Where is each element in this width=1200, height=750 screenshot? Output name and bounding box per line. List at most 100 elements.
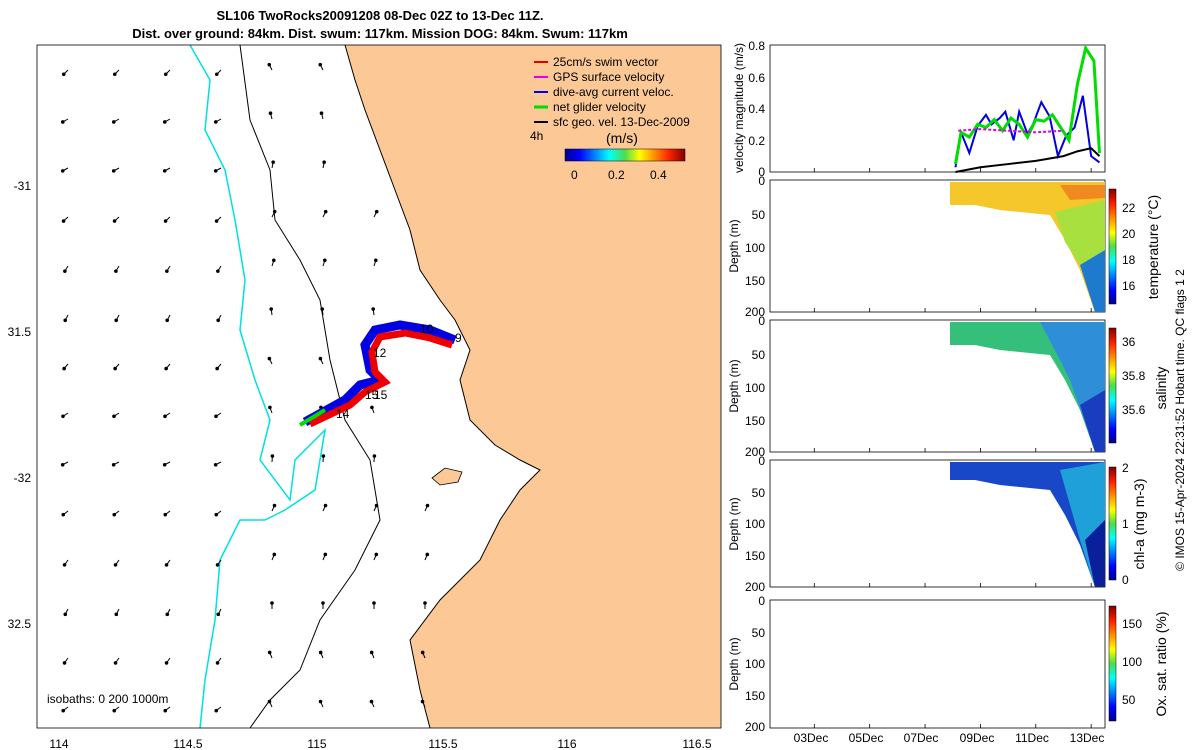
vel-y-tick: 0 [758, 165, 765, 179]
chla-cb-label: chl-a (mg m-3) [1131, 478, 1147, 569]
velocity-series-line [955, 147, 1101, 173]
date-tick: 05Dec [849, 731, 884, 745]
velocity-arrow-head [318, 650, 323, 655]
cb-tick: 18 [1122, 253, 1136, 267]
track-label: 14 [336, 407, 350, 421]
velocity-arrow-head [113, 661, 118, 665]
velocity-arrow-head [111, 120, 116, 124]
velocity-arrow-head [272, 258, 276, 263]
velocity-arrow-head [113, 366, 117, 371]
legend-net-glider: net glider velocity [553, 100, 646, 114]
cb-tick: 22 [1122, 201, 1136, 215]
cb-tick: 16 [1122, 279, 1136, 293]
velocity-arrow-head [370, 405, 374, 410]
velocity-arrow-head [268, 111, 273, 115]
map-y-tick: 32.5 [8, 617, 32, 631]
velocity-arrow-head [267, 62, 272, 67]
track-label: 12 [373, 346, 387, 360]
depth-tick: 0 [758, 174, 765, 188]
velocity-arrow-head [63, 269, 67, 273]
depth-tick: 50 [752, 348, 766, 362]
velocity-arrow-head [267, 650, 272, 655]
velocity-arrow-head [61, 72, 66, 77]
velocity-arrow-head [270, 454, 275, 458]
map-panel: 10 9 12 15 15 14 25cm/s swim vector GPS … [8, 44, 722, 750]
depth-tick: 200 [745, 580, 765, 594]
isobath-1000 [189, 45, 327, 728]
oxy-colorbar [1108, 605, 1117, 722]
velocity-arrow-head [371, 307, 376, 311]
velocity-arrow-head [61, 708, 66, 713]
velocity-arrow-head [319, 111, 324, 115]
velocity-series [954, 44, 1101, 173]
map-x-tick: 115.5 [428, 737, 457, 750]
map-coastline [344, 45, 541, 728]
cb-tick: 2 [1122, 461, 1129, 475]
sal-cb-label: salinity [1153, 367, 1169, 410]
velocity-arrow-head [112, 708, 117, 713]
legend-swim-vector: 25cm/s swim vector [553, 55, 658, 69]
velocity-arrow-head [272, 209, 277, 214]
isobaths-label: isobaths: 0 200 1000m [47, 692, 168, 706]
velocity-arrow-head [322, 160, 326, 164]
cb-tick: 35.6 [1122, 403, 1146, 417]
temp-colorbar [1108, 188, 1117, 305]
vel-y-tick: 0.2 [748, 134, 765, 148]
velocity-arrow-head [374, 209, 379, 214]
map-x-tick: 116.5 [682, 737, 711, 750]
vel-ylabel: velocity magnitude (m/s) [732, 43, 746, 173]
cb-tick: 1 [1122, 517, 1129, 531]
velocity-arrow-head [214, 414, 218, 419]
velocity-arrow-head [214, 72, 219, 77]
map-x-tick: 114 [49, 737, 68, 750]
velocity-arrow-head [323, 503, 328, 508]
temp-cb-label: temperature (°C) [1145, 195, 1161, 299]
velocity-arrow-head [163, 708, 168, 713]
velocity-arrow-head [112, 414, 116, 419]
depth-ylabel: Depth (m) [727, 637, 741, 690]
velocity-arrow-head [216, 269, 220, 273]
velocity-arrow-head [60, 462, 65, 467]
velocity-arrow-head [214, 219, 219, 223]
velocity-arrow-head [369, 699, 374, 704]
velocity-arrow-head [425, 503, 430, 508]
colorbar-tag: 4h [530, 129, 543, 143]
track-label: 9 [455, 331, 462, 345]
date-tick: 03Dec [794, 731, 829, 745]
vel-y-tick: 0.4 [748, 102, 765, 116]
velocity-arrow-head [162, 169, 167, 173]
cb-tick: 0 [1122, 573, 1129, 587]
figure-title-line1: SL106 TwoRocks20091208 08-Dec 02Z to 13-… [216, 8, 544, 23]
date-tick: 07Dec [904, 731, 939, 745]
map-x-tick: 116 [557, 737, 576, 750]
legend-sfc-geo: sfc geo. vel. 13-Dec-2009 [553, 115, 690, 129]
cb-tick: 100 [1122, 655, 1142, 669]
velocity-arrow-head [369, 650, 374, 655]
velocity-arrow-head [272, 552, 277, 557]
velocity-arrow-head [320, 307, 325, 311]
cb-tick: 50 [1122, 693, 1136, 707]
velocity-arrow-head [318, 699, 323, 704]
velocity-arrow-head [323, 552, 328, 557]
figure-title-line2: Dist. over ground: 84km. Dist. swum: 117… [132, 26, 628, 41]
velocity-arrow-head [112, 72, 117, 77]
velocity-arrow-head [374, 503, 379, 508]
cb-tick: 150 [1122, 617, 1142, 631]
velocity-arrow-head [111, 462, 116, 467]
velocity-arrow-head [321, 454, 326, 458]
depth-tick: 100 [745, 381, 765, 395]
depth-tick: 150 [745, 274, 765, 288]
velocity-arrow-head [164, 661, 169, 665]
map-legend: 25cm/s swim vector GPS surface velocity … [530, 55, 690, 182]
velocity-arrow-head [60, 120, 65, 124]
depth-tick: 150 [745, 549, 765, 563]
velocity-arrow-head [423, 601, 427, 605]
velocity-arrow-head [272, 503, 277, 508]
map-y-tick: 31.5 [8, 325, 32, 339]
velocity-arrow-head [269, 307, 274, 311]
velocity-arrow-head [162, 462, 167, 467]
colorbar-tick: 0.4 [650, 168, 667, 182]
velocity-arrow-head [61, 414, 65, 419]
cb-tick: 36 [1122, 335, 1136, 349]
velocity-arrow-head [164, 366, 168, 371]
